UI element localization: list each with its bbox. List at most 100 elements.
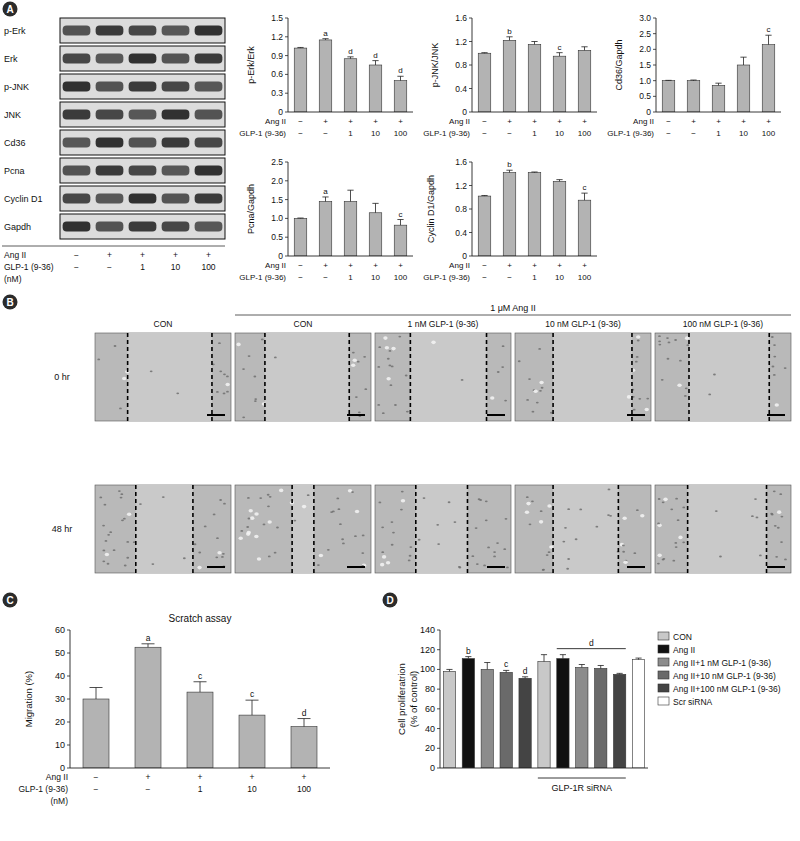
category-label: +	[348, 117, 353, 126]
cell	[471, 555, 474, 557]
bar	[578, 50, 591, 112]
category-label: 100	[578, 273, 592, 282]
cell	[121, 519, 124, 521]
tick-label: 60	[425, 704, 435, 714]
category-label: +	[532, 261, 537, 270]
cell	[218, 342, 221, 344]
blot-band	[195, 110, 223, 120]
tick-label: 0.6	[271, 69, 283, 79]
error-bar	[297, 47, 303, 49]
cell	[679, 360, 682, 362]
blot-band	[129, 82, 157, 92]
cell	[496, 542, 499, 544]
category-label: 100	[394, 273, 408, 282]
tick	[437, 728, 440, 729]
blot-band	[195, 166, 223, 176]
blot-band	[63, 54, 91, 64]
category-label: −	[298, 273, 303, 282]
cell	[622, 551, 625, 553]
significance: a	[323, 187, 328, 196]
cell	[666, 337, 669, 339]
legend-label: Ang II+10 nM GLP-1 (9-36)	[673, 671, 776, 681]
cell	[357, 361, 360, 363]
error-bar	[372, 203, 378, 212]
cell	[267, 520, 271, 524]
wound-area	[265, 333, 349, 421]
error-bar	[765, 35, 771, 44]
tick-label: 0	[278, 107, 283, 117]
row-label: Ang II	[46, 772, 68, 782]
tick	[285, 18, 288, 19]
header-rule	[235, 315, 791, 316]
cell	[579, 509, 582, 511]
error-bar	[617, 673, 623, 675]
y-axis	[288, 18, 289, 112]
cell	[658, 340, 661, 342]
y-axis	[440, 630, 441, 768]
wound-edge	[552, 485, 554, 573]
wound-area	[689, 333, 769, 421]
wound-area	[136, 485, 193, 573]
cell	[378, 346, 381, 348]
bar-chart: 020406080100120140Cell proliferatrion(% …	[396, 625, 781, 793]
axis-label: Pcna/Gapdh	[246, 184, 256, 234]
category-label: +	[507, 261, 512, 270]
cell	[337, 508, 340, 510]
wound-edge	[211, 333, 213, 421]
cell	[575, 538, 578, 540]
tick	[437, 689, 440, 690]
cell	[562, 541, 565, 543]
cell	[254, 512, 258, 516]
tick	[653, 80, 656, 81]
category-label: 10	[739, 129, 748, 138]
error-bar	[560, 655, 566, 659]
cell	[529, 523, 532, 525]
cell	[493, 555, 496, 557]
blot-band	[129, 166, 157, 176]
axis-label: Migration (%)	[23, 671, 34, 728]
blot-row-label: JNK	[4, 110, 21, 120]
wound-edge	[467, 485, 469, 573]
annotation-line	[557, 648, 626, 649]
marks	[478, 37, 591, 112]
tick-label: 0.8	[455, 204, 467, 214]
wound-edge	[291, 485, 293, 573]
cell	[662, 501, 665, 503]
category-label: −	[323, 273, 328, 282]
cell	[342, 542, 345, 544]
cell	[351, 491, 354, 493]
bar	[578, 200, 591, 256]
panel-label: C	[6, 595, 13, 606]
bar	[443, 671, 455, 768]
bar	[462, 659, 474, 768]
cell	[662, 559, 665, 561]
cell	[777, 527, 780, 529]
significance: c	[250, 689, 255, 699]
marks	[478, 170, 591, 256]
blot-band	[129, 26, 157, 36]
cell	[675, 546, 678, 548]
lane-row-label: GLP-1 (9-36)	[4, 262, 54, 272]
panel-label: A	[6, 4, 13, 15]
cell	[437, 543, 440, 545]
cell	[640, 514, 644, 518]
cell	[247, 518, 250, 520]
cell	[240, 530, 243, 532]
cell	[538, 348, 541, 350]
category-label: +	[398, 261, 403, 270]
significance: b	[507, 27, 512, 36]
wound-edge	[264, 333, 266, 421]
tick	[653, 18, 656, 19]
cell	[380, 563, 384, 567]
tick-label: 1.2	[455, 37, 467, 47]
blot-band	[195, 82, 223, 92]
bar	[503, 40, 516, 112]
cell	[525, 510, 529, 514]
error-bar	[90, 688, 103, 700]
cell	[198, 552, 201, 554]
cell	[217, 551, 221, 555]
tick-label: 3.0	[639, 13, 651, 23]
category-label: +	[323, 261, 328, 270]
tick	[67, 722, 70, 723]
blot-band	[63, 26, 91, 36]
